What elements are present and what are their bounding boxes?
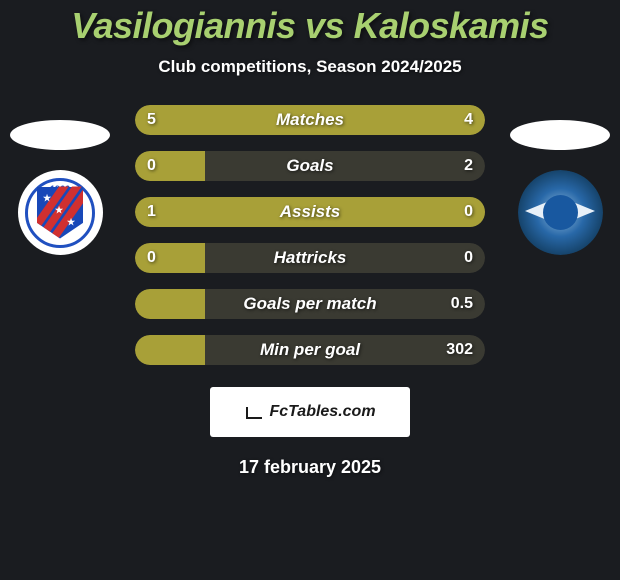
bar-fill-right: [330, 105, 485, 135]
stat-bar-row: Goals per match 0.5: [135, 289, 485, 319]
shadow-ellipse-right: [510, 120, 610, 150]
club-crest-right: [518, 170, 603, 255]
bar-value-right: 0.5: [451, 295, 473, 313]
bar-value-right: 0: [464, 203, 473, 221]
date-label: 17 february 2025: [239, 457, 381, 478]
chart-icon: [244, 403, 266, 421]
stat-bar-row: Min per goal 302: [135, 335, 485, 365]
bar-value-left: 5: [147, 111, 156, 129]
bar-fill-left: [135, 243, 205, 273]
stat-bar-row: Goals 0 2: [135, 151, 485, 181]
bar-value-left: 0: [147, 249, 156, 267]
comparison-infographic: Vasilogiannis vs Kaloskamis Club competi…: [0, 0, 620, 580]
subtitle: Club competitions, Season 2024/2025: [158, 57, 461, 77]
bar-fill-left: [135, 335, 205, 365]
stats-bars: Matches54Goals02Assists10Hattricks00Goal…: [135, 105, 485, 365]
bar-value-right: 0: [464, 249, 473, 267]
shadow-ellipse-left: [10, 120, 110, 150]
bar-value-right: 2: [464, 157, 473, 175]
club-crest-left: 1966 ★ ★ ★: [18, 170, 103, 255]
player-right-block: [510, 120, 610, 255]
bar-label: Matches: [276, 110, 344, 130]
bar-label: Goals per match: [243, 294, 376, 314]
bar-value-left: 1: [147, 203, 156, 221]
player-left-block: 1966 ★ ★ ★: [10, 120, 110, 255]
bar-fill-left: [135, 289, 205, 319]
bar-label: Min per goal: [260, 340, 360, 360]
bar-value-left: 0: [147, 157, 156, 175]
stat-bar-row: Matches 5 4: [135, 105, 485, 135]
watermark-badge: FcTables.com: [210, 387, 410, 437]
watermark-text: FcTables.com: [269, 403, 375, 421]
bar-label: Goals: [286, 156, 333, 176]
page-title: Vasilogiannis vs Kaloskamis: [71, 5, 548, 47]
stat-bar-row: Assists 1 0: [135, 197, 485, 227]
stat-bar-row: Hattricks 0 0: [135, 243, 485, 273]
bar-value-right: 302: [446, 341, 473, 359]
bar-label: Hattricks: [274, 248, 347, 268]
bar-value-right: 4: [464, 111, 473, 129]
bar-label: Assists: [280, 202, 340, 222]
bar-fill-left: [135, 151, 205, 181]
